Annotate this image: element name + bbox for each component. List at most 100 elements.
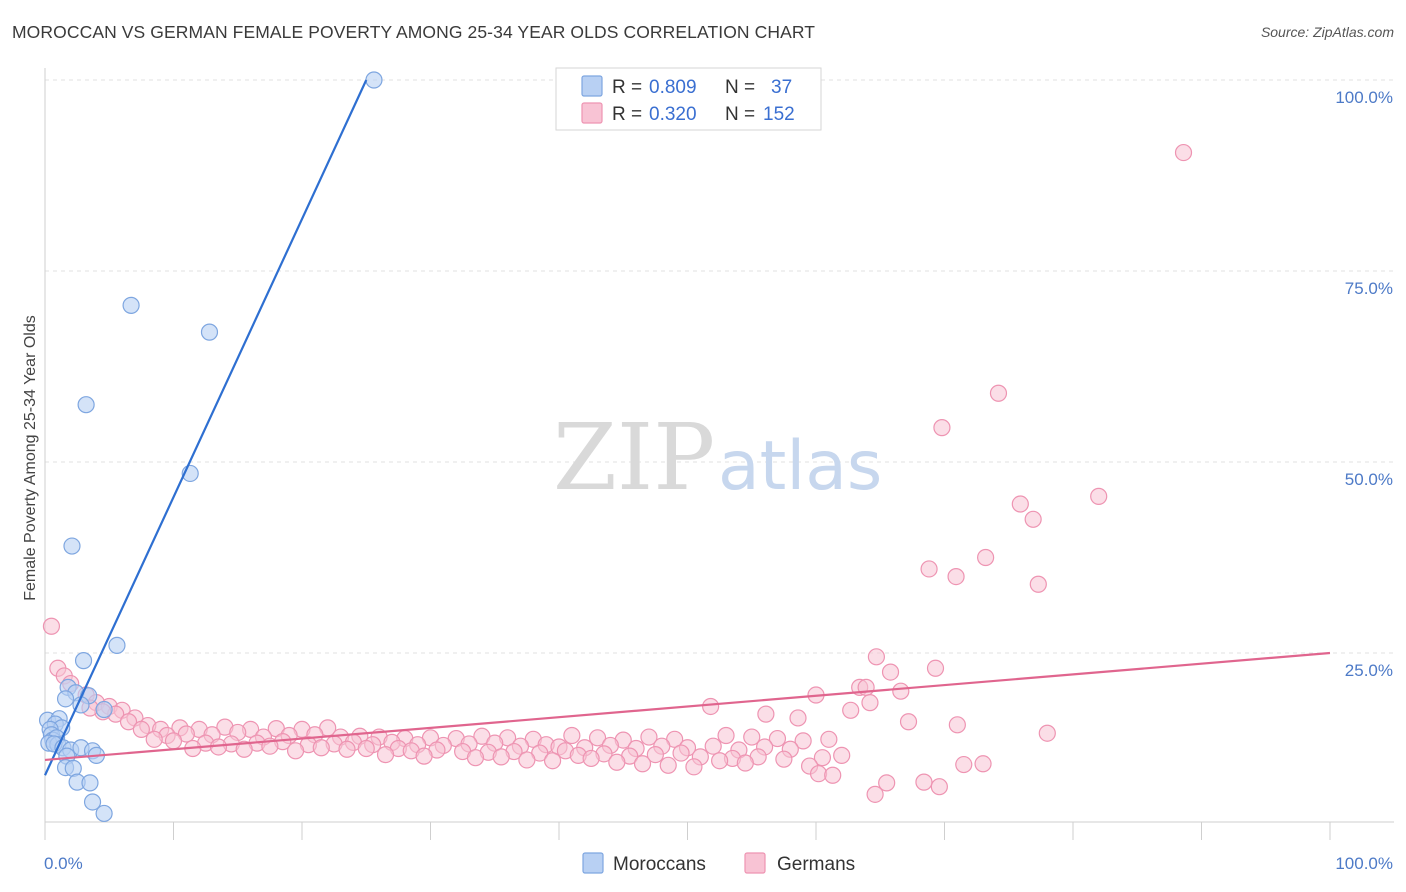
stats-r-label-1: R = (612, 77, 642, 98)
watermark-atlas: atlas (718, 427, 882, 506)
germans-point (415, 747, 433, 765)
moroccans-point (74, 652, 93, 670)
x-tick-label: 0.0% (44, 854, 83, 873)
germans-point (861, 694, 879, 712)
legend-label-germans: Germans (777, 854, 855, 875)
germans-point (1029, 575, 1047, 593)
moroccans-points (38, 71, 383, 823)
germans-point (376, 746, 395, 764)
germans-point (466, 749, 485, 767)
moroccans-point (200, 323, 219, 341)
germans-point (633, 755, 652, 773)
germans-point (646, 746, 664, 764)
moroccans-point (63, 537, 81, 555)
germans-point (899, 713, 918, 731)
germans-point (640, 728, 658, 746)
germans-point (867, 648, 885, 666)
germans-point (659, 756, 677, 774)
germans-point (794, 732, 812, 750)
stats-n-value-1: 37 (771, 77, 792, 98)
germans-point (933, 419, 951, 437)
stats-legend-swatch-blue (581, 75, 603, 97)
germans-point (824, 766, 842, 784)
legend-label-moroccans: Moroccans (613, 854, 706, 875)
germans-point (42, 617, 61, 635)
germans-point (989, 384, 1008, 402)
germans-point (974, 755, 992, 773)
germans-point (608, 753, 626, 771)
germans-point (119, 713, 138, 731)
germans-point (672, 744, 690, 762)
germans-point (543, 752, 562, 770)
germans-trend-line (44, 651, 1331, 762)
chart-source: Source: ZipAtlas.com (1260, 24, 1394, 40)
stats-r-label-2: R = (612, 104, 642, 125)
germans-point (881, 663, 900, 681)
legend-swatch-germans (744, 852, 766, 874)
germans-point (132, 720, 150, 739)
germans-point (842, 701, 860, 719)
germans-point (312, 739, 330, 757)
moroccans-point (95, 804, 113, 823)
stats-n-value-2: 152 (763, 104, 795, 125)
germans-point (1038, 724, 1056, 742)
grid-lines (45, 79, 1394, 654)
germans-point (820, 730, 838, 748)
watermark: ZIP atlas (553, 404, 882, 511)
moroccans-point (108, 636, 126, 654)
moroccans-trend-line (44, 79, 368, 776)
y-tick-label: 75.0% (1345, 279, 1393, 298)
moroccans-point (56, 690, 75, 708)
moroccans-point (81, 774, 99, 792)
germans-point (977, 548, 995, 567)
germans-point (588, 729, 607, 747)
germans-point (736, 754, 754, 772)
trend-lines (44, 79, 1331, 776)
germans-point (930, 778, 948, 796)
germans-point (955, 755, 973, 774)
germans-point (789, 709, 807, 727)
moroccans-point (83, 793, 102, 811)
germans-point (743, 728, 761, 746)
germans-point (145, 730, 163, 748)
germans-point (1024, 510, 1042, 528)
germans-point (518, 751, 536, 769)
germans-point (711, 752, 729, 770)
germans-point (768, 729, 787, 748)
moroccans-point (122, 296, 140, 314)
germans-point (582, 749, 600, 768)
germans-point (809, 765, 828, 783)
germans-point (357, 739, 375, 758)
germans-point (286, 742, 305, 760)
germans-point (947, 567, 965, 586)
germans-point (915, 773, 933, 791)
chart-title: MOROCCAN VS GERMAN FEMALE POVERTY AMONG … (12, 22, 816, 42)
germans-point (492, 748, 510, 766)
watermark-zip: ZIP (553, 404, 715, 511)
germans-point (704, 737, 722, 755)
axes (44, 68, 1394, 840)
germans-point (948, 716, 966, 734)
y-axis-label: Female Poverty Among 25-34 Year Olds (22, 315, 39, 601)
stats-r-value-2: 0.320 (649, 104, 697, 125)
germans-point (685, 758, 703, 776)
legend-swatch-moroccans (582, 852, 604, 874)
moroccans-point (365, 71, 383, 89)
x-tick-label: 100.0% (1335, 854, 1393, 873)
germans-point (563, 726, 581, 745)
germans-point (702, 697, 720, 716)
germans-point (920, 560, 938, 578)
germans-point (926, 659, 945, 677)
y-tick-label: 25.0% (1345, 661, 1393, 680)
stats-legend-swatch-pink (581, 102, 603, 124)
germans-point (338, 740, 356, 758)
germans-point (813, 749, 832, 767)
germans-point (866, 785, 884, 803)
germans-point (757, 705, 775, 723)
germans-point (1174, 143, 1193, 162)
tick-labels: 25.0% 50.0% 75.0% 100.0% 0.0% 100.0% (44, 88, 1393, 873)
germans-point (1011, 495, 1029, 513)
moroccans-point (95, 700, 113, 719)
moroccans-point (77, 396, 95, 414)
